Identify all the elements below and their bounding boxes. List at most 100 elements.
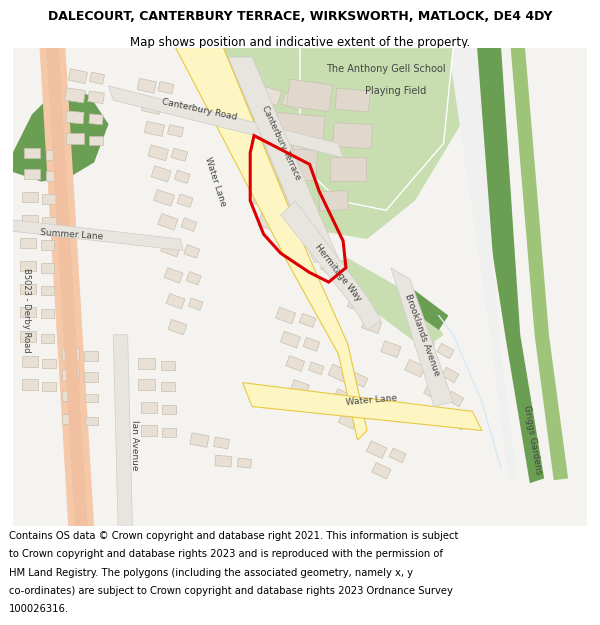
Polygon shape (22, 192, 38, 202)
Polygon shape (247, 163, 277, 185)
Polygon shape (88, 91, 104, 104)
Polygon shape (265, 138, 289, 158)
Polygon shape (338, 412, 358, 429)
Polygon shape (266, 184, 305, 208)
Polygon shape (290, 145, 310, 162)
Text: Canterbury Terrace: Canterbury Terrace (260, 104, 302, 182)
Text: DALECOURT, CANTERBURY TERRACE, WIRKSWORTH, MATLOCK, DE4 4DY: DALECOURT, CANTERBURY TERRACE, WIRKSWORT… (48, 9, 552, 22)
Polygon shape (253, 188, 280, 209)
Polygon shape (158, 213, 178, 230)
Polygon shape (171, 148, 188, 161)
Polygon shape (46, 48, 88, 526)
Polygon shape (450, 416, 466, 430)
Polygon shape (275, 112, 325, 145)
Text: Brooklands Avenue: Brooklands Avenue (403, 292, 442, 377)
Polygon shape (286, 356, 305, 371)
Text: Playing Field: Playing Field (365, 86, 427, 96)
Polygon shape (419, 359, 440, 378)
Text: Canterbury Road: Canterbury Road (161, 98, 238, 122)
Text: Hermitage Way: Hermitage Way (313, 242, 364, 303)
Polygon shape (362, 317, 382, 334)
Polygon shape (168, 319, 187, 335)
Polygon shape (177, 194, 193, 208)
Polygon shape (381, 341, 401, 357)
Polygon shape (367, 441, 387, 459)
Polygon shape (372, 462, 391, 479)
Polygon shape (186, 272, 201, 285)
Polygon shape (215, 455, 232, 467)
Polygon shape (46, 150, 59, 159)
Polygon shape (391, 268, 453, 406)
Polygon shape (308, 362, 324, 374)
Polygon shape (319, 258, 443, 349)
Polygon shape (158, 81, 174, 94)
Polygon shape (89, 114, 103, 124)
Polygon shape (166, 294, 185, 309)
Polygon shape (275, 308, 296, 324)
Polygon shape (40, 48, 94, 526)
Polygon shape (162, 428, 176, 437)
Polygon shape (140, 425, 157, 436)
Text: to Crown copyright and database rights 2023 and is reproduced with the permissio: to Crown copyright and database rights 2… (9, 549, 443, 559)
Polygon shape (162, 405, 176, 414)
Polygon shape (347, 296, 368, 312)
Polygon shape (113, 335, 133, 526)
Polygon shape (299, 313, 316, 328)
Polygon shape (329, 157, 366, 181)
Polygon shape (223, 48, 472, 239)
Polygon shape (85, 417, 98, 425)
Polygon shape (300, 48, 453, 210)
Polygon shape (334, 389, 353, 405)
Polygon shape (424, 383, 445, 401)
Polygon shape (151, 166, 171, 182)
Polygon shape (62, 391, 79, 401)
Polygon shape (406, 287, 448, 330)
Polygon shape (164, 102, 181, 115)
Polygon shape (84, 351, 98, 361)
Polygon shape (238, 458, 251, 468)
Polygon shape (501, 48, 568, 480)
Text: Water Lane: Water Lane (203, 156, 228, 208)
Text: HM Land Registry. The polygons (including the associated geometry, namely x, y: HM Land Registry. The polygons (includin… (9, 568, 413, 578)
Polygon shape (188, 298, 203, 310)
Polygon shape (22, 356, 38, 367)
Polygon shape (24, 148, 40, 158)
Polygon shape (167, 124, 184, 137)
Polygon shape (319, 191, 348, 211)
Polygon shape (148, 145, 169, 161)
Polygon shape (437, 343, 454, 359)
Polygon shape (62, 369, 79, 381)
Polygon shape (138, 357, 155, 369)
Polygon shape (68, 69, 88, 84)
Polygon shape (20, 331, 36, 342)
Text: B5023 - Derby Road: B5023 - Derby Road (22, 269, 31, 353)
Polygon shape (290, 379, 310, 395)
Polygon shape (184, 244, 200, 258)
Polygon shape (41, 240, 54, 249)
Polygon shape (65, 88, 85, 103)
Polygon shape (20, 306, 36, 317)
Polygon shape (46, 171, 59, 181)
Polygon shape (356, 397, 372, 411)
Polygon shape (109, 86, 343, 158)
Polygon shape (41, 286, 54, 296)
Polygon shape (281, 201, 382, 330)
Polygon shape (164, 268, 183, 283)
Text: co-ordinates) are subject to Crown copyright and database rights 2023 Ordnance S: co-ordinates) are subject to Crown copyr… (9, 586, 453, 596)
Polygon shape (181, 218, 197, 231)
Polygon shape (67, 132, 83, 144)
Polygon shape (89, 72, 104, 84)
Polygon shape (85, 394, 98, 402)
Polygon shape (62, 348, 79, 359)
Polygon shape (414, 335, 435, 354)
Polygon shape (286, 79, 333, 112)
Polygon shape (62, 414, 79, 424)
Polygon shape (161, 382, 175, 391)
Polygon shape (41, 263, 54, 272)
Text: Griggs Gardens: Griggs Gardens (522, 405, 543, 476)
Polygon shape (13, 220, 183, 251)
Polygon shape (24, 169, 40, 179)
Polygon shape (257, 85, 281, 106)
Polygon shape (22, 379, 38, 390)
Polygon shape (137, 78, 157, 93)
